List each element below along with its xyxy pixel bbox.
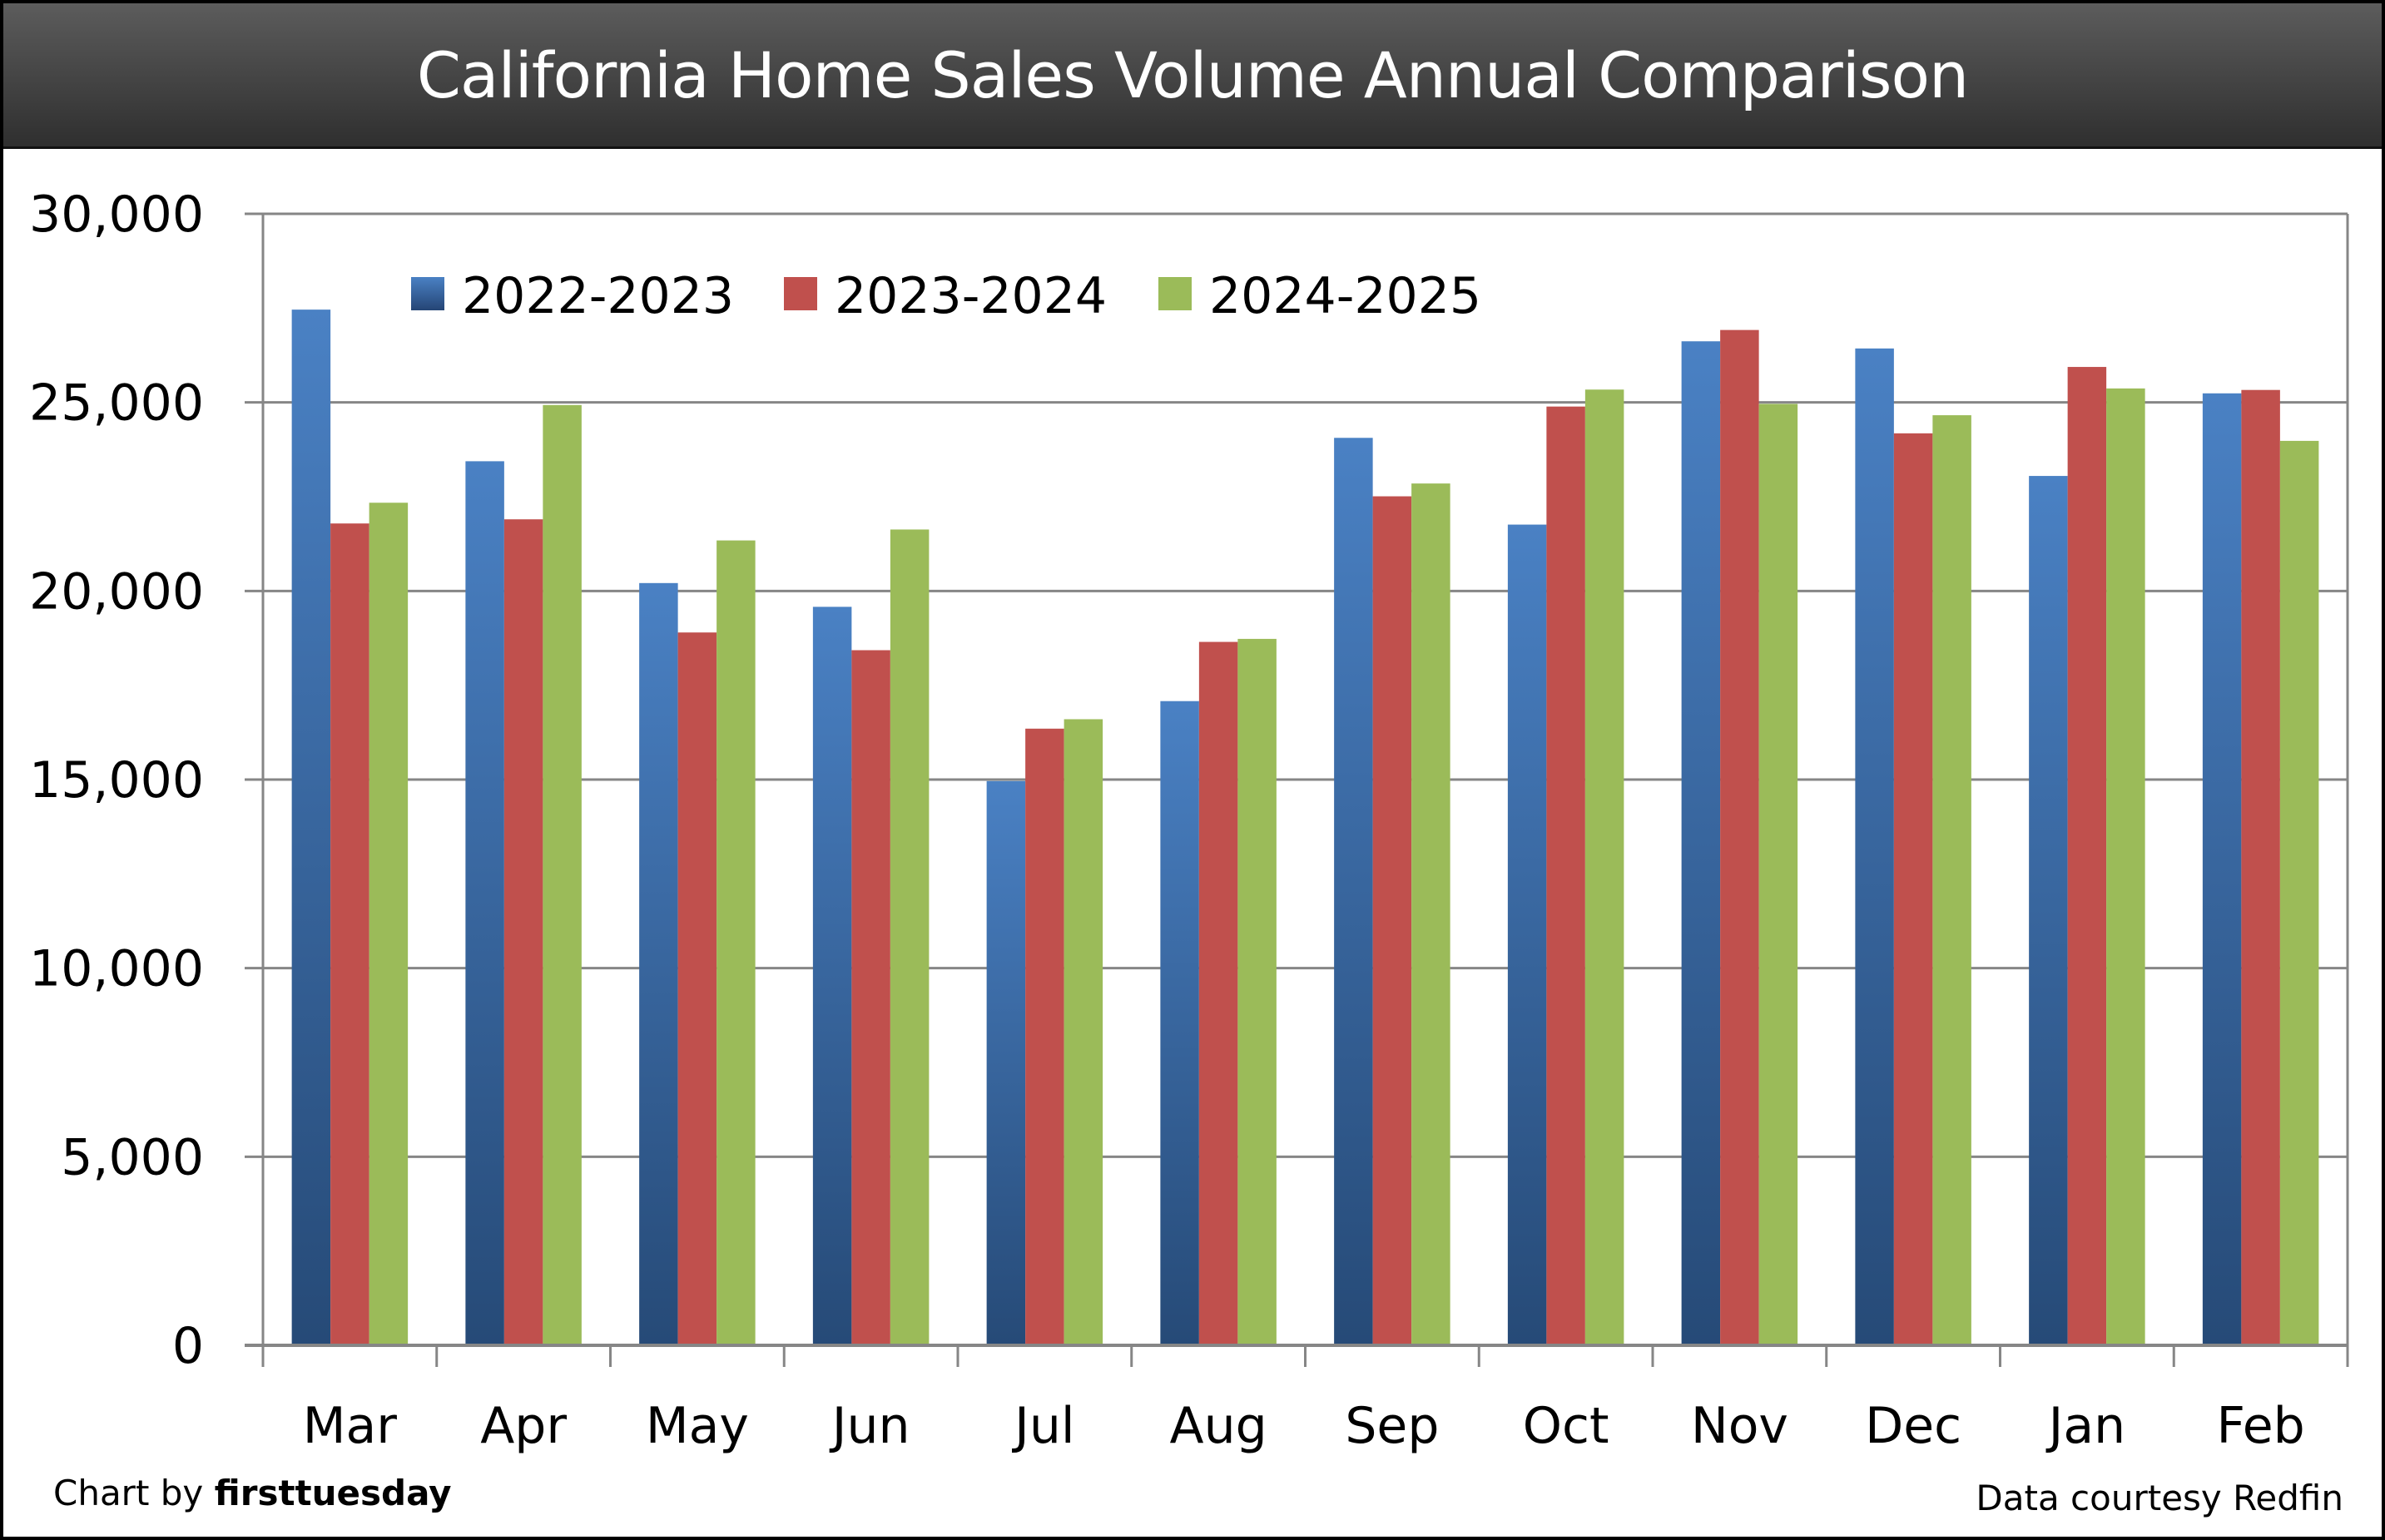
x-tick-label: Sep	[1345, 1397, 1439, 1455]
credit-prefix: Chart by	[53, 1473, 215, 1513]
bar-2024-2025-Jan	[2106, 388, 2145, 1346]
bar-2022-2023-Jul	[986, 780, 1026, 1345]
bar-2022-2023-Aug	[1160, 701, 1199, 1345]
bar-2023-2024-Jan	[2067, 367, 2107, 1345]
legend-label: 2022-2023	[462, 267, 734, 325]
legend-item: 2022-2023	[411, 267, 734, 325]
bar-2024-2025-Mar	[369, 503, 409, 1345]
bar-2024-2025-Jun	[890, 529, 930, 1345]
chart-credit: Chart by firsttuesday	[53, 1473, 452, 1513]
bar-2023-2024-Jun	[851, 650, 890, 1345]
legend: 2022-2023 2023-2024 2024-2025	[411, 267, 1481, 325]
legend-label: 2024-2025	[1209, 267, 1481, 325]
bar-2022-2023-Feb	[2202, 393, 2242, 1346]
bar-2022-2023-Dec	[1855, 348, 1894, 1346]
title-bar: California Home Sales Volume Annual Comp…	[3, 3, 2382, 149]
y-tick-label: 25,000	[29, 374, 204, 433]
x-tick-label: Jul	[1011, 1397, 1074, 1455]
bar-2023-2024-Apr	[503, 519, 543, 1345]
bar-2024-2025-Oct	[1584, 389, 1624, 1346]
x-tick-label: Nov	[1691, 1397, 1788, 1455]
bar-2022-2023-Jun	[812, 607, 852, 1345]
bar-2024-2025-Sep	[1411, 483, 1450, 1346]
axes	[245, 212, 2349, 1367]
x-tick-label: Jun	[829, 1397, 910, 1455]
legend-item: 2023-2024	[784, 267, 1107, 325]
bar-2023-2024-Jul	[1025, 728, 1064, 1345]
bar-2023-2024-Feb	[2241, 389, 2280, 1345]
legend-swatch	[784, 277, 817, 310]
bar-2024-2025-Nov	[1758, 404, 1798, 1346]
y-tick-label: 30,000	[29, 186, 204, 244]
bars	[291, 309, 2319, 1346]
credit-brand: firsttuesday	[214, 1473, 452, 1513]
x-tick-label: Mar	[303, 1397, 398, 1455]
y-tick-label: 5,000	[61, 1128, 204, 1186]
bar-2024-2025-Jul	[1064, 719, 1103, 1345]
bar-2023-2024-May	[677, 632, 717, 1345]
bar-2023-2024-Nov	[1720, 329, 1759, 1345]
legend-swatch	[1158, 277, 1192, 310]
x-tick-label: Oct	[1523, 1397, 1609, 1455]
x-tick-label: May	[646, 1397, 749, 1455]
x-tick-label: Feb	[2217, 1397, 2305, 1455]
x-tick-label: Dec	[1865, 1397, 1961, 1455]
bar-2023-2024-Oct	[1546, 406, 1585, 1345]
bar-2024-2025-Apr	[543, 404, 582, 1346]
x-axis-ticks: Mar Apr May Jun Jul Aug Sep Oct Nov Dec Jan Feb	[303, 1397, 2305, 1455]
bar-2023-2024-Aug	[1198, 641, 1238, 1345]
bar-2024-2025-May	[716, 540, 756, 1345]
bar-2024-2025-Aug	[1237, 638, 1277, 1345]
y-tick-label: 15,000	[29, 751, 204, 810]
y-tick-label: 0	[172, 1317, 204, 1375]
chart-title: California Home Sales Volume Annual Comp…	[416, 37, 1969, 112]
y-tick-label: 10,000	[29, 940, 204, 998]
bar-2022-2023-Sep	[1334, 438, 1373, 1345]
bar-2023-2024-Mar	[330, 523, 369, 1345]
legend-label: 2023-2024	[835, 267, 1107, 325]
y-tick-label: 20,000	[29, 562, 204, 621]
legend-item: 2024-2025	[1158, 267, 1481, 325]
x-tick-label: Aug	[1170, 1397, 1267, 1455]
y-axis-ticks: 0 5,000 10,000 15,000 20,000 25,000 30,000	[29, 186, 204, 1375]
bar-2022-2023-Oct	[1507, 524, 1547, 1345]
data-source: Data courtesy Redfin	[1976, 1478, 2343, 1518]
legend-swatch	[411, 277, 444, 310]
x-tick-label: Apr	[480, 1397, 567, 1455]
gridlines	[263, 212, 2348, 1158]
bar-2022-2023-Nov	[1681, 341, 1721, 1345]
bar-2024-2025-Feb	[2279, 440, 2319, 1345]
bar-2024-2025-Dec	[1932, 415, 1971, 1346]
bar-2022-2023-Jan	[2029, 476, 2068, 1345]
bar-2022-2023-May	[639, 582, 678, 1345]
bar-2022-2023-Mar	[291, 309, 331, 1345]
x-tick-label: Jan	[2045, 1397, 2126, 1455]
bar-2023-2024-Sep	[1372, 496, 1412, 1345]
bar-2023-2024-Dec	[1893, 433, 1933, 1345]
bar-2022-2023-Apr	[465, 461, 504, 1345]
